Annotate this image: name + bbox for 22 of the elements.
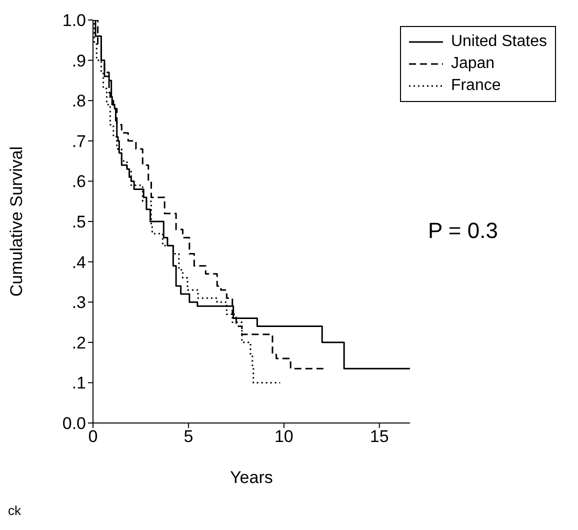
x-axis-title: Years	[230, 468, 273, 487]
text: P = 0.3	[428, 218, 498, 244]
y-tick-label: .7	[72, 132, 86, 151]
legend-label: France	[450, 77, 501, 95]
y-tick-label: .3	[72, 293, 86, 312]
y-tick-label: .2	[72, 333, 86, 352]
y-tick-label: 0.0	[62, 414, 86, 434]
y-tick-label: .1	[72, 374, 86, 393]
legend-label: United States	[450, 33, 547, 51]
x-tick-label: 15	[370, 427, 389, 446]
x-tick-label: 0	[88, 427, 98, 446]
y-tick-label: .4	[72, 252, 86, 272]
y-tick-label: .8	[72, 92, 86, 111]
legend-label: Japan	[450, 55, 495, 73]
x-tick-label: 5	[184, 427, 194, 446]
y-axis-title: Cumulative Survival	[7, 146, 26, 297]
x-tick-label: 10	[274, 427, 294, 446]
y-tick-label: .6	[72, 172, 86, 192]
y-tick-label: .5	[72, 212, 86, 232]
text: ck	[8, 503, 21, 518]
y-tick-label: .9	[72, 51, 86, 70]
y-tick-label: 1.0	[62, 11, 86, 30]
